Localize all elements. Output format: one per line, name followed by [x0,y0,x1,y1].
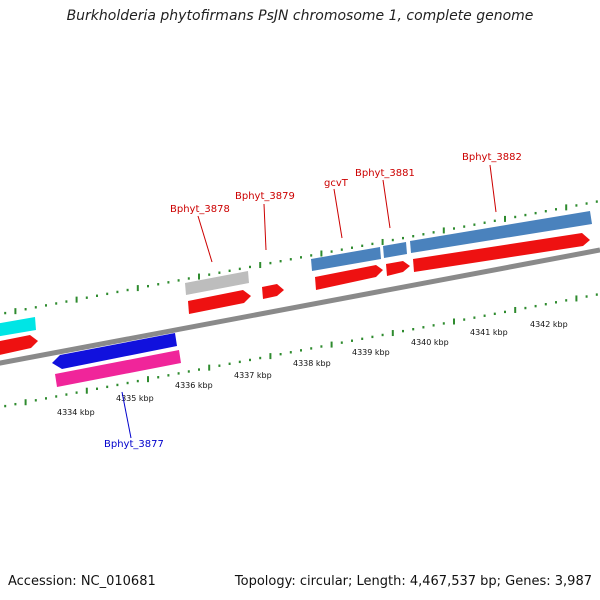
gene-feature-pink[interactable] [55,350,181,387]
gene-feature-cyan[interactable] [0,317,36,337]
leader-line [333,188,343,239]
gene-feature-steel[interactable] [383,242,407,258]
ruler-label: 4336 kbp [175,381,213,390]
cds-arrow[interactable] [386,261,410,276]
leader-line [382,179,391,229]
ruler-label: 4337 kbp [234,371,272,380]
ruler-label: 4334 kbp [57,408,95,417]
ruler-labels: 4334 kbp 4335 kbp 4336 kbp 4337 kbp 4338… [57,320,568,417]
backbone-line [0,247,600,366]
cds-arrow[interactable] [413,233,590,272]
gene-feature-gray[interactable] [185,271,249,295]
cds-arrow[interactable] [315,265,383,290]
tick-rows [4,200,598,408]
leader-line [121,391,132,439]
ruler-label: 4342 kbp [530,320,568,329]
topology-summary: Topology: circular; Length: 4,467,537 bp… [234,574,592,589]
gene-feature-steel[interactable] [410,211,592,253]
ruler-label: 4341 kbp [470,328,508,337]
leader-line [197,215,213,263]
gene-label-bphyt-3881[interactable]: Bphyt_3881 [355,168,415,179]
gene-feature-steel[interactable] [311,247,381,271]
gene-label-bphyt-3878[interactable]: Bphyt_3878 [170,204,230,215]
ruler-label: 4338 kbp [293,359,331,368]
gene-label-gcvt[interactable]: gcvT [324,178,349,189]
leader-line [489,164,497,213]
cds-arrow[interactable] [188,290,251,314]
gene-feature-blue[interactable] [52,333,177,369]
gene-label-bphyt-3879[interactable]: Bphyt_3879 [235,191,295,202]
gene-label-bphyt-3882[interactable]: Bphyt_3882 [462,152,522,163]
map-title: Burkholderia phytofirmans PsJN chromosom… [66,8,534,24]
cds-arrow[interactable] [0,335,38,356]
accession-text: Accession: NC_010681 [8,574,156,589]
ruler-label: 4335 kbp [116,394,154,403]
ruler-label: 4340 kbp [411,338,449,347]
gene-label-bphyt-3877[interactable]: Bphyt_3877 [104,439,164,450]
cds-arrow[interactable] [262,284,284,299]
ruler-label: 4339 kbp [352,348,390,357]
leader-line [263,203,267,251]
